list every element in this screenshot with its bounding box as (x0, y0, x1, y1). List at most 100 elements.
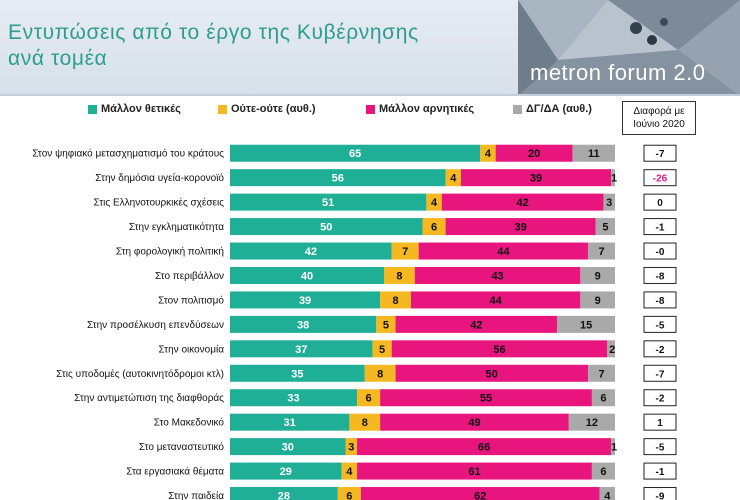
data-label-negative: 42 (516, 197, 528, 209)
category-label: Στην αντιμετώπιση της διαφθοράς (74, 392, 224, 404)
bar-positive (230, 364, 365, 382)
category-label: Στην παιδεία (168, 490, 224, 500)
data-label-neutral: 8 (362, 417, 368, 429)
data-label-dk: 12 (586, 417, 598, 429)
legend-label-positive: Μάλλον θετικές (101, 103, 181, 115)
diff-value: -0 (656, 247, 665, 258)
legend-item-neutral: Ούτε-ούτε (αυθ.) (218, 103, 316, 115)
data-label-dk: 5 (602, 222, 608, 234)
bar-positive (230, 315, 377, 333)
data-label-positive: 50 (320, 222, 332, 234)
data-label-dk: 7 (598, 246, 604, 258)
legend-swatch-neutral (218, 104, 227, 114)
bar-negative (395, 364, 589, 382)
bar-negative (441, 193, 604, 211)
bar-neutral (445, 169, 461, 187)
bar-negative (391, 340, 608, 358)
data-label-positive: 35 (291, 368, 303, 380)
bar-dk (588, 364, 615, 382)
bar-neutral (380, 291, 411, 309)
bar-negative (445, 218, 596, 236)
data-label-dk: 3 (606, 197, 612, 209)
bar-positive (230, 242, 392, 260)
category-label: Στο Μακεδονικό (154, 417, 225, 429)
logo-text: metron forum 2.0 (530, 60, 706, 85)
data-label-positive: 38 (297, 319, 309, 331)
bar-negative (380, 413, 569, 431)
logo: metron forum 2.0 (518, 0, 740, 96)
bar-neutral (384, 266, 415, 284)
bar-positive (230, 462, 342, 480)
bar-dk (580, 291, 615, 309)
bar-neutral (341, 462, 358, 480)
legend-label-neutral: Ούτε-ούτε (αυθ.) (231, 103, 316, 115)
diff-value: -2 (656, 345, 665, 356)
legend-swatch-positive (88, 104, 97, 114)
bar-dk (580, 266, 615, 284)
diff-box (643, 389, 677, 407)
category-label: Στα εργασιακά θέματα (126, 466, 224, 478)
bar-positive (230, 340, 373, 358)
bar-positive (230, 266, 384, 284)
data-label-neutral: 7 (402, 246, 408, 258)
data-label-dk: 1 (611, 442, 617, 454)
diff-box (643, 340, 677, 358)
diff-box (643, 242, 677, 260)
bar-neutral (426, 193, 442, 211)
category-label: Στην οικονομία (158, 343, 224, 355)
bar-dk (572, 144, 615, 162)
diff-box (643, 462, 677, 480)
data-label-neutral: 4 (431, 197, 438, 209)
data-label-negative: 42 (470, 319, 482, 331)
bar-dk (557, 315, 615, 333)
data-label-neutral: 4 (346, 466, 353, 478)
data-label-neutral: 6 (366, 393, 372, 405)
data-label-positive: 65 (349, 148, 361, 160)
data-label-dk: 15 (580, 319, 592, 331)
diff-box (643, 413, 677, 431)
diff-column-header: Διαφορά με Ιούνιο 2020 (622, 101, 696, 135)
page-title: Εντυπώσεις από το έργο της Κυβέρνησης αν… (8, 20, 419, 72)
diff-box (643, 438, 677, 456)
diff-value: -26 (653, 174, 668, 185)
data-label-negative: 43 (491, 270, 503, 282)
bar-neutral (372, 340, 392, 358)
bar-negative (380, 389, 592, 407)
diff-box (643, 266, 677, 284)
category-label: Στον πολιτισμό (158, 294, 224, 306)
data-label-positive: 56 (332, 173, 344, 185)
data-label-dk: 9 (595, 270, 601, 282)
data-label-negative: 61 (468, 466, 480, 478)
legend-swatch-dk (513, 104, 522, 114)
data-label-negative: 50 (486, 368, 498, 380)
category-label: Στον ψηφιακό μετασχηματισμό του κράτους (32, 148, 224, 160)
diff-value: -8 (656, 271, 665, 282)
data-label-dk: 7 (598, 368, 604, 380)
data-label-dk: 11 (588, 148, 600, 160)
bar-positive (230, 218, 423, 236)
data-label-negative: 62 (474, 491, 486, 500)
diff-value: -9 (656, 492, 665, 500)
data-label-neutral: 3 (348, 442, 354, 454)
data-label-negative: 20 (528, 148, 540, 160)
data-label-dk: 2 (609, 344, 615, 356)
data-label-negative: 44 (490, 295, 503, 307)
bar-neutral (376, 315, 396, 333)
logo-art (518, 0, 740, 96)
data-label-dk: 4 (604, 491, 611, 500)
bar-dk (611, 438, 615, 456)
data-label-negative: 39 (530, 173, 542, 185)
diff-box (643, 193, 677, 211)
data-label-positive: 28 (278, 491, 290, 500)
category-label: Στην εγκληματικότητα (129, 221, 224, 233)
data-label-positive: 37 (295, 344, 307, 356)
data-label-negative: 49 (468, 417, 480, 429)
diff-box (643, 218, 677, 236)
bar-neutral (480, 144, 496, 162)
diff-value: -5 (656, 443, 665, 454)
diff-value: -7 (656, 369, 665, 380)
bar-dk (591, 389, 615, 407)
data-label-positive: 30 (282, 442, 294, 454)
diff-box (643, 169, 677, 187)
data-label-negative: 66 (478, 442, 490, 454)
